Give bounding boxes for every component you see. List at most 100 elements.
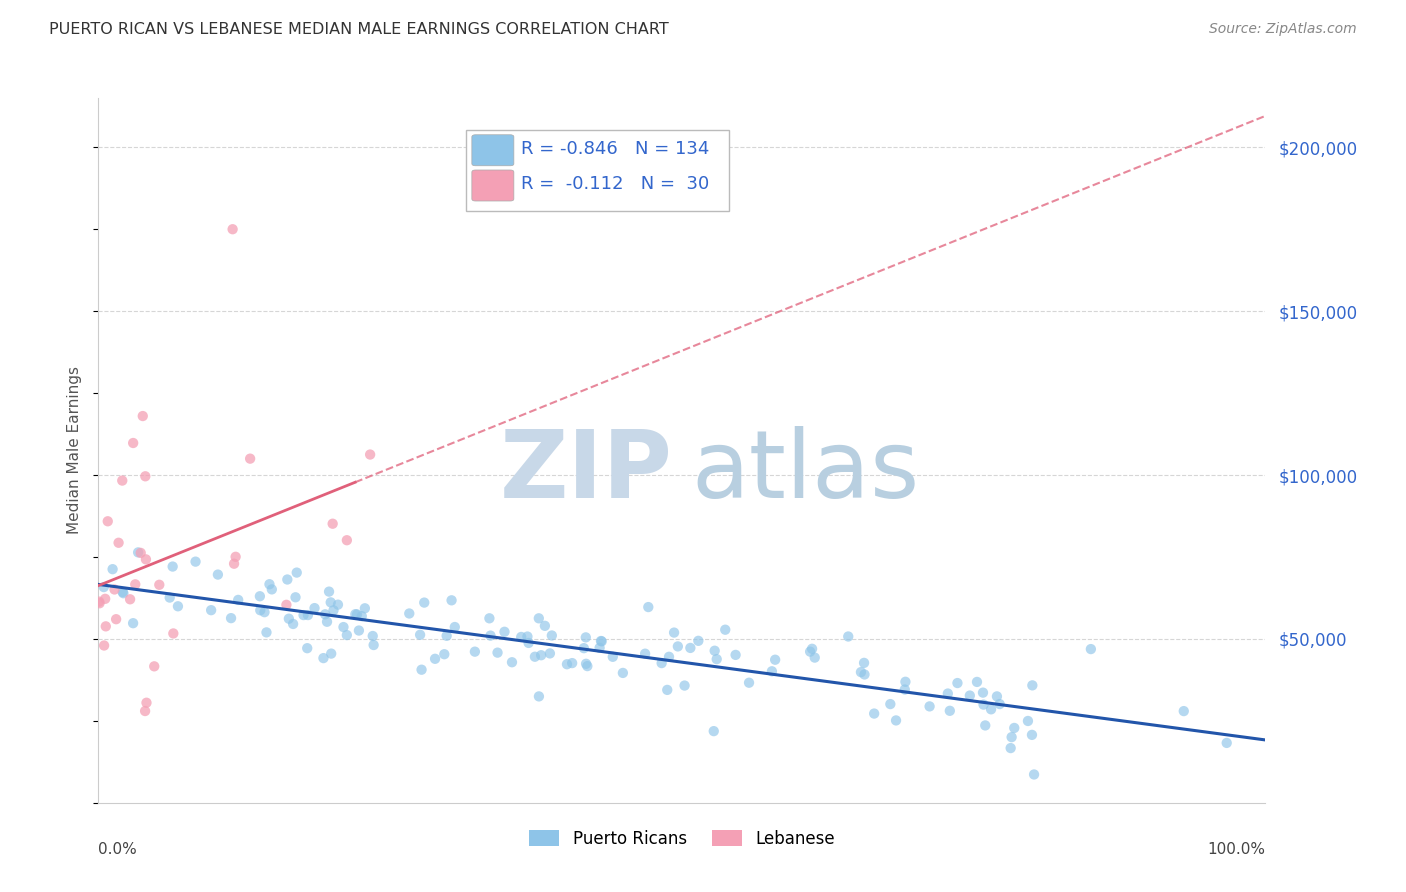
Point	[939, 704, 962, 718]
Point	[89, 596, 111, 610]
Point	[89, 594, 111, 608]
Point	[1000, 741, 1022, 756]
Point	[134, 704, 156, 718]
Text: 100.0%: 100.0%	[1208, 841, 1265, 856]
Point	[321, 647, 343, 661]
Point	[673, 679, 696, 693]
Point	[423, 652, 446, 666]
Point	[501, 655, 523, 669]
Point	[322, 603, 344, 617]
Point	[761, 665, 783, 679]
Point	[221, 222, 243, 236]
Point	[322, 516, 344, 531]
Point	[167, 599, 190, 614]
Point	[530, 648, 553, 663]
Point	[222, 557, 245, 571]
Point	[703, 724, 725, 739]
Point	[124, 577, 146, 591]
Point	[936, 687, 959, 701]
Point	[714, 623, 737, 637]
Point	[974, 718, 997, 732]
Point	[602, 649, 624, 664]
Point	[479, 629, 502, 643]
Point	[184, 555, 207, 569]
Point	[281, 617, 304, 632]
Point	[538, 647, 561, 661]
Point	[361, 629, 384, 643]
Point	[225, 549, 247, 564]
Point	[634, 647, 657, 661]
Point	[304, 601, 326, 615]
Point	[1021, 678, 1043, 692]
Point	[1080, 642, 1102, 657]
Point	[122, 436, 145, 450]
Point	[666, 640, 689, 654]
Point	[879, 697, 901, 711]
Point	[637, 600, 659, 615]
Point	[837, 630, 859, 644]
Point	[285, 566, 308, 580]
Point	[363, 638, 385, 652]
Point	[799, 645, 821, 659]
FancyBboxPatch shape	[472, 135, 513, 166]
Point	[260, 582, 283, 597]
Point	[226, 593, 249, 607]
Point	[988, 697, 1011, 711]
Point	[354, 601, 377, 615]
Point	[589, 634, 612, 648]
Point	[980, 702, 1002, 716]
Point	[101, 562, 124, 576]
Point	[346, 607, 368, 622]
Point	[411, 663, 433, 677]
Point	[148, 578, 170, 592]
Point	[413, 596, 436, 610]
Point	[510, 630, 533, 644]
Text: atlas: atlas	[692, 425, 920, 517]
Point	[276, 598, 298, 612]
Point	[576, 659, 599, 673]
Text: R = -0.846   N = 134: R = -0.846 N = 134	[520, 140, 709, 158]
Point	[884, 714, 907, 728]
Point	[318, 584, 340, 599]
Point	[527, 690, 550, 704]
Point	[738, 675, 761, 690]
Point	[249, 603, 271, 617]
Point	[973, 698, 995, 712]
Point	[314, 607, 336, 622]
Point	[849, 665, 872, 680]
Point	[1021, 728, 1043, 742]
FancyBboxPatch shape	[472, 170, 513, 201]
Point	[292, 608, 315, 623]
Point	[986, 690, 1008, 704]
Point	[259, 577, 281, 591]
Legend: Puerto Ricans, Lebanese: Puerto Ricans, Lebanese	[523, 823, 841, 855]
Point	[249, 589, 271, 603]
Point	[256, 625, 278, 640]
Point	[703, 644, 725, 658]
Point	[112, 586, 135, 600]
Point	[651, 656, 673, 670]
Point	[162, 626, 184, 640]
Point	[436, 629, 458, 643]
Point	[162, 559, 184, 574]
Point	[94, 619, 117, 633]
Point	[207, 567, 229, 582]
Point	[284, 591, 307, 605]
Point	[534, 619, 557, 633]
Point	[657, 682, 679, 697]
Point	[972, 685, 994, 699]
Point	[297, 641, 319, 656]
Point	[219, 611, 242, 625]
Point	[966, 674, 988, 689]
Point	[540, 628, 562, 642]
Point	[143, 659, 166, 673]
Point	[894, 674, 917, 689]
Point	[440, 593, 463, 607]
Point	[688, 633, 710, 648]
Point	[486, 646, 509, 660]
Point	[312, 651, 335, 665]
FancyBboxPatch shape	[465, 130, 728, 211]
Point	[863, 706, 886, 721]
Point	[724, 648, 747, 662]
Point	[1001, 730, 1024, 744]
